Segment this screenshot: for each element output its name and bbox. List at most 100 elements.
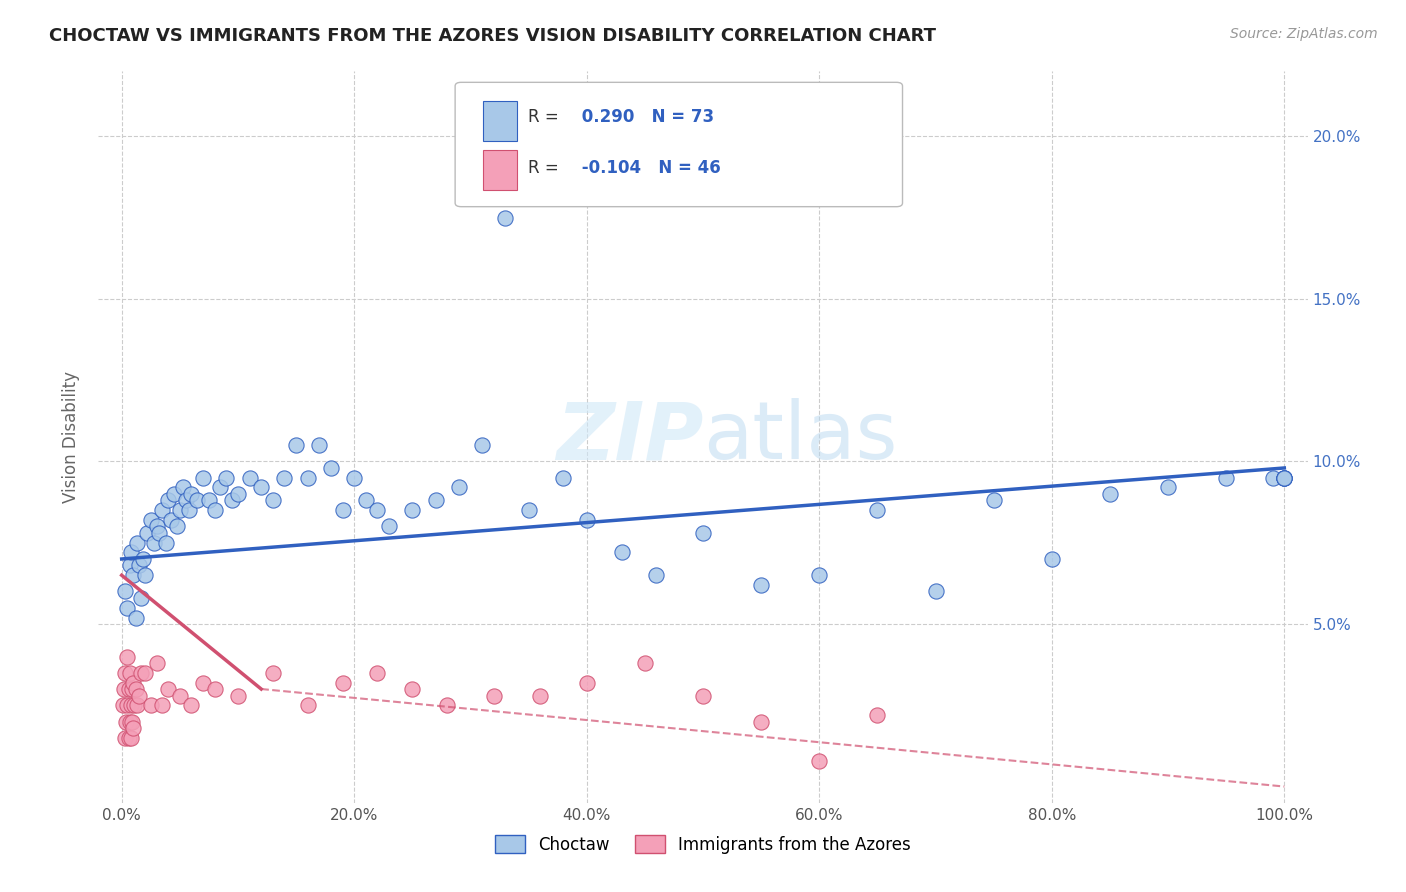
Point xyxy=(118,665,141,680)
Point xyxy=(157,681,180,696)
Text: Source: ZipAtlas.com: Source: ZipAtlas.com xyxy=(1230,27,1378,41)
Point xyxy=(1157,480,1180,494)
Point xyxy=(354,493,377,508)
Point xyxy=(124,681,146,696)
Point xyxy=(924,584,946,599)
Point xyxy=(118,558,141,573)
Point xyxy=(610,545,633,559)
Text: -0.104   N = 46: -0.104 N = 46 xyxy=(576,159,721,177)
Point xyxy=(1040,552,1063,566)
Point xyxy=(366,665,388,680)
Point xyxy=(118,731,141,745)
Point xyxy=(285,438,308,452)
Point xyxy=(866,503,889,517)
Point xyxy=(172,480,194,494)
Point xyxy=(553,471,575,485)
Point xyxy=(114,731,136,745)
Point xyxy=(159,513,181,527)
Point xyxy=(128,689,150,703)
Point xyxy=(136,526,159,541)
FancyBboxPatch shape xyxy=(482,150,517,190)
Point xyxy=(343,471,366,485)
Point xyxy=(401,503,423,517)
Point xyxy=(180,487,202,501)
Point xyxy=(482,689,505,703)
Point xyxy=(121,714,143,729)
Point xyxy=(239,471,262,485)
Point xyxy=(198,493,221,508)
Text: ZIP: ZIP xyxy=(555,398,703,476)
Point xyxy=(378,519,401,533)
Point xyxy=(134,665,156,680)
Point xyxy=(148,526,170,541)
FancyBboxPatch shape xyxy=(456,82,903,207)
Point xyxy=(118,714,141,729)
Point xyxy=(118,681,141,696)
Point xyxy=(425,493,447,508)
Point xyxy=(332,675,354,690)
Point xyxy=(180,698,202,713)
Point xyxy=(262,665,284,680)
Point xyxy=(1098,487,1121,501)
Text: R =: R = xyxy=(527,108,558,126)
Point xyxy=(166,519,188,533)
Point xyxy=(1215,471,1237,485)
Point xyxy=(117,649,139,664)
Point xyxy=(226,487,249,501)
Point xyxy=(1272,471,1295,485)
Point xyxy=(401,681,423,696)
Point xyxy=(494,211,516,225)
Point xyxy=(179,503,201,517)
Point xyxy=(163,487,186,501)
Point xyxy=(117,698,139,713)
Point xyxy=(125,698,148,713)
Point xyxy=(191,471,214,485)
Point xyxy=(124,610,146,624)
Legend: Choctaw, Immigrants from the Azores: Choctaw, Immigrants from the Azores xyxy=(488,829,918,860)
Point xyxy=(131,591,153,605)
Point xyxy=(273,471,295,485)
Point xyxy=(150,698,173,713)
Point xyxy=(117,600,139,615)
Point xyxy=(186,493,208,508)
Point xyxy=(692,526,714,541)
Point xyxy=(122,675,145,690)
Point xyxy=(332,503,354,517)
Point xyxy=(122,568,145,582)
Point xyxy=(120,698,142,713)
Point xyxy=(215,471,238,485)
Text: R =: R = xyxy=(527,159,558,177)
Point xyxy=(121,681,143,696)
Point xyxy=(131,552,153,566)
Point xyxy=(749,714,772,729)
Point xyxy=(191,675,214,690)
Point xyxy=(529,689,551,703)
Point xyxy=(575,513,598,527)
Point xyxy=(124,698,146,713)
Point xyxy=(1261,471,1284,485)
FancyBboxPatch shape xyxy=(482,101,517,141)
Text: 0.290   N = 73: 0.290 N = 73 xyxy=(576,108,714,126)
Point xyxy=(1272,471,1295,485)
Point xyxy=(447,480,470,494)
Point xyxy=(114,584,136,599)
Point xyxy=(150,503,173,517)
Point xyxy=(297,471,319,485)
Point xyxy=(436,698,458,713)
Point xyxy=(471,438,494,452)
Point xyxy=(120,545,142,559)
Point xyxy=(808,754,831,768)
Point xyxy=(634,656,657,670)
Point xyxy=(308,438,330,452)
Point xyxy=(131,665,153,680)
Point xyxy=(111,698,134,713)
Point xyxy=(143,535,166,549)
Point xyxy=(112,681,135,696)
Point xyxy=(134,568,156,582)
Point xyxy=(366,503,388,517)
Point xyxy=(808,568,831,582)
Point xyxy=(250,480,273,494)
Point xyxy=(645,568,668,582)
Point xyxy=(122,721,145,735)
Point xyxy=(174,493,197,508)
